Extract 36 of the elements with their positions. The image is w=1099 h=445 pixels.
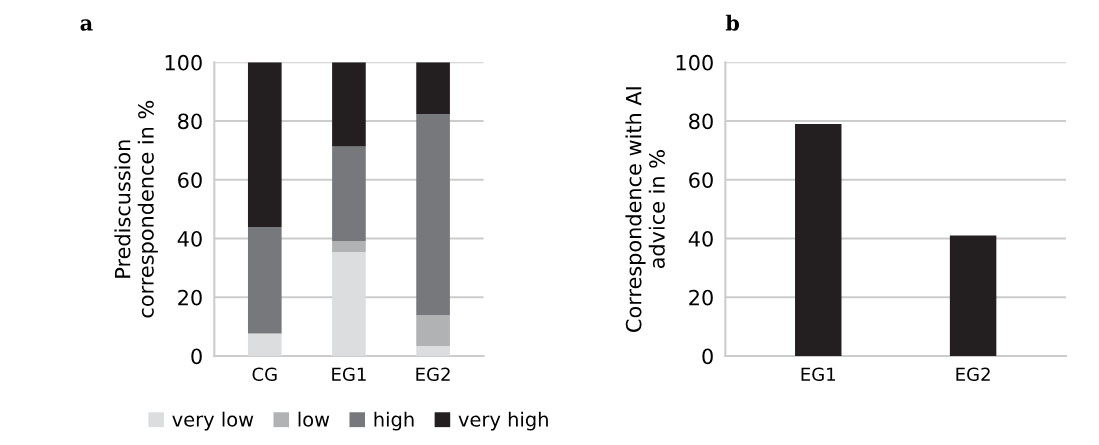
bar	[247, 227, 282, 334]
bar	[416, 114, 450, 316]
y-tick-label: 40	[688, 230, 713, 247]
y-axis-title: Prediscussion correspondence in %	[114, 100, 158, 318]
legend-label: low	[298, 411, 330, 427]
bar	[332, 252, 366, 356]
legend-label: high	[374, 411, 414, 431]
bar	[416, 315, 450, 347]
y-tick-label: 80	[178, 113, 202, 130]
bar	[247, 333, 282, 356]
x-tick-label: EG1	[801, 367, 836, 382]
x-tick-label: EG2	[416, 367, 450, 382]
y-tick-label: 40	[177, 230, 202, 247]
x-tick-label: EG2	[956, 367, 990, 382]
bar	[332, 241, 366, 253]
y-tick-label: 0	[702, 348, 713, 365]
y-tick-label: 60	[689, 172, 713, 188]
bar	[332, 146, 366, 242]
y-tick-label: 0	[191, 348, 202, 365]
bar	[416, 62, 450, 115]
y-tick-label: 20	[178, 289, 202, 306]
bar	[332, 62, 366, 147]
y-tick-label: 80	[689, 113, 713, 130]
x-tick-label: CG	[252, 367, 277, 382]
chart-title: b	[725, 14, 740, 31]
chart-title: a	[80, 19, 93, 31]
x-tick-label: EG1	[332, 367, 366, 382]
y-tick-label: 60	[178, 172, 202, 188]
y-tick-label: 100	[676, 54, 713, 71]
legend-label: very low	[172, 411, 254, 431]
bar	[247, 62, 282, 228]
y-tick-label: 100	[165, 54, 202, 71]
legend-label: very high	[458, 411, 548, 431]
y-tick-label: 20	[689, 289, 713, 306]
bar	[416, 346, 450, 356]
y-axis-title: Correspondence with AI advice in %	[625, 87, 665, 332]
